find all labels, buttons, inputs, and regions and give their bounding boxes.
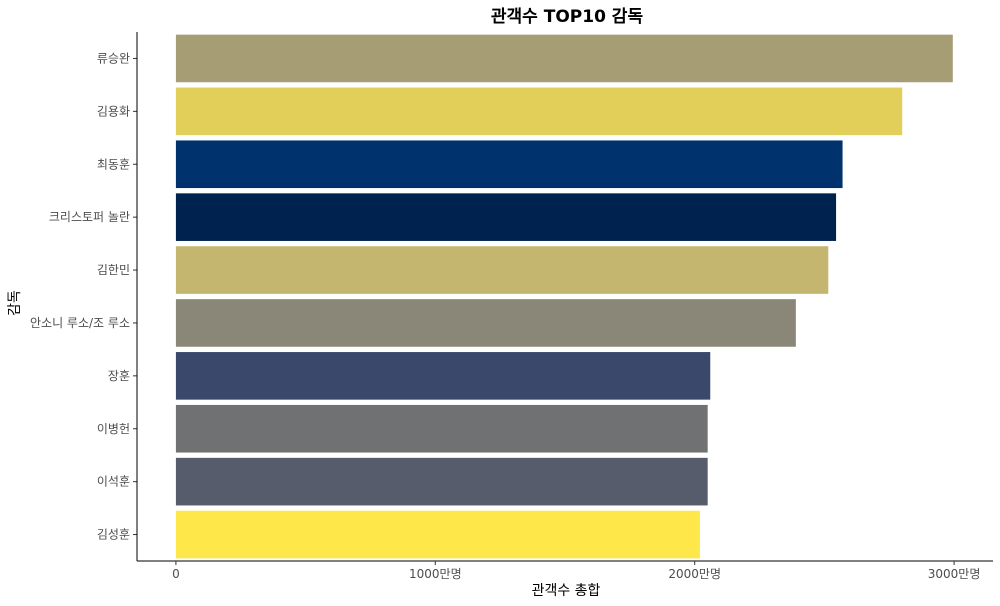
y-tick-label: 이병헌 <box>97 422 130 436</box>
bar-5 <box>175 246 829 294</box>
bar-8 <box>175 404 708 453</box>
bar-10 <box>175 510 700 559</box>
bar-1 <box>175 34 953 83</box>
bar-9 <box>175 457 708 506</box>
bar-3 <box>175 140 843 189</box>
x-tick-label: 3000만명 <box>928 567 981 581</box>
y-tick-label: 김한민 <box>97 263 130 277</box>
x-tick-label: 0 <box>172 567 180 581</box>
y-tick-label: 류승완 <box>97 51 130 65</box>
y-tick-label: 김용화 <box>97 104 130 118</box>
y-axis-title: 감독 <box>7 290 23 316</box>
y-tick-label: 안소니 루소/조 루소 <box>30 316 130 330</box>
bar-7 <box>175 352 711 400</box>
y-tick-label: 장훈 <box>108 369 130 383</box>
bar-6 <box>175 299 796 347</box>
bar-4 <box>175 193 837 241</box>
y-tick-label: 크리스토퍼 놀란 <box>49 210 130 224</box>
y-tick-label: 김성훈 <box>97 528 130 542</box>
y-tick-label: 이석훈 <box>97 475 130 489</box>
x-axis-title: 관객수 총합 <box>532 583 601 599</box>
x-tick-label: 2000만명 <box>668 567 721 581</box>
y-tick-label: 최동훈 <box>97 157 130 171</box>
x-tick-label: 1000만명 <box>409 567 462 581</box>
chart-title: 관객수 TOP10 감독 <box>491 7 644 27</box>
bar-2 <box>175 87 903 136</box>
bars-layer <box>175 34 953 559</box>
x-axis: 0 1000만명 2000만명 3000만명 <box>137 560 993 581</box>
